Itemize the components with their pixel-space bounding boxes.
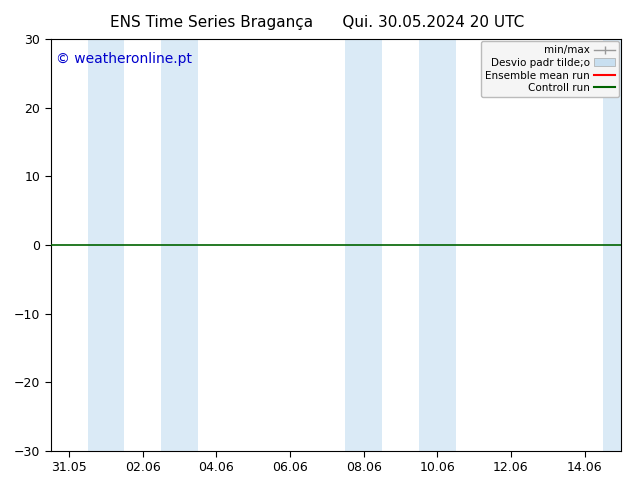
Bar bbox=[603, 39, 634, 451]
Bar bbox=[346, 39, 382, 451]
Text: ENS Time Series Bragança      Qui. 30.05.2024 20 UTC: ENS Time Series Bragança Qui. 30.05.2024… bbox=[110, 15, 524, 30]
Bar bbox=[87, 39, 124, 451]
Bar bbox=[419, 39, 456, 451]
Legend: min/max, Desvio padr tilde;o, Ensemble mean run, Controll run: min/max, Desvio padr tilde;o, Ensemble m… bbox=[481, 41, 619, 98]
Bar bbox=[161, 39, 198, 451]
Text: © weatheronline.pt: © weatheronline.pt bbox=[56, 51, 193, 66]
